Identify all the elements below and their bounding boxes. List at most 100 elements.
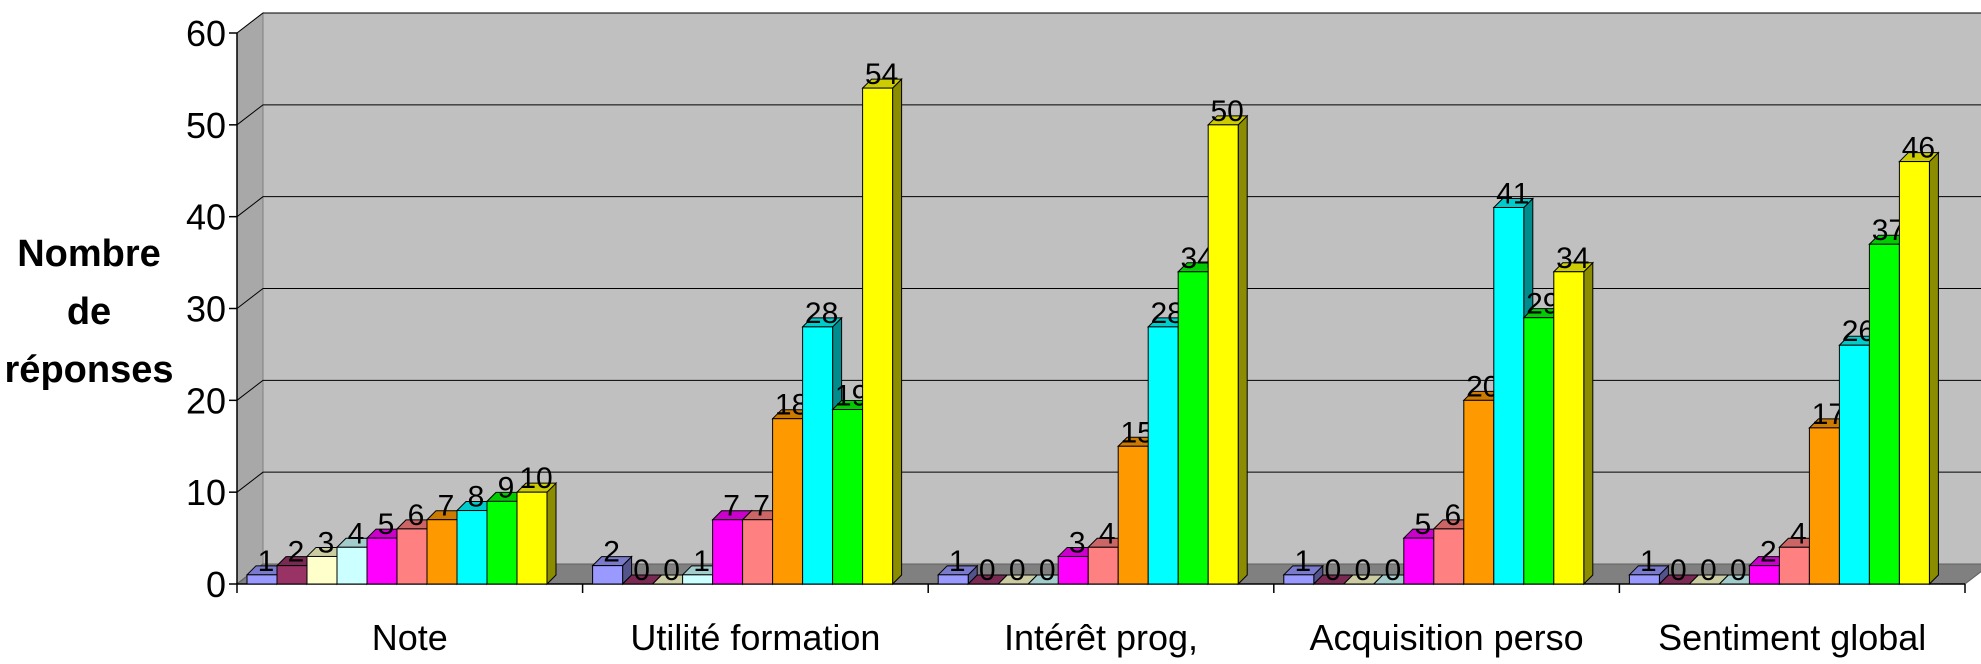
bar xyxy=(1628,574,1660,585)
data-label: 3 xyxy=(1069,526,1086,559)
data-label: 7 xyxy=(438,490,455,523)
data-label: 5 xyxy=(378,508,395,541)
data-label: 9 xyxy=(498,471,515,504)
data-label: 1 xyxy=(693,545,710,578)
bar xyxy=(832,409,864,585)
x-tick-label: Acquisition perso xyxy=(1310,617,1584,658)
gridline xyxy=(236,12,1981,34)
data-label: 0 xyxy=(1670,554,1687,587)
data-label: 4 xyxy=(1790,517,1807,550)
x-tick-label: Sentiment global xyxy=(1658,617,1926,658)
data-label: 3 xyxy=(318,526,335,559)
data-label: 1 xyxy=(1294,545,1311,578)
bar xyxy=(1838,344,1870,585)
bar xyxy=(426,519,458,585)
bar xyxy=(802,326,834,585)
y-tick-label: 10 xyxy=(186,472,226,513)
bar-side xyxy=(1583,261,1594,586)
bar xyxy=(516,491,548,585)
bar xyxy=(1868,243,1900,585)
bar xyxy=(1057,555,1089,585)
bar xyxy=(1493,206,1525,585)
data-label: 0 xyxy=(1009,554,1026,587)
data-label: 7 xyxy=(723,490,740,523)
data-label: 8 xyxy=(468,481,485,514)
bar xyxy=(336,546,368,585)
data-label: 2 xyxy=(603,536,620,569)
data-label: 4 xyxy=(1099,517,1116,550)
bar xyxy=(486,500,518,585)
data-label: 0 xyxy=(633,554,650,587)
bar xyxy=(937,574,969,585)
data-label: 2 xyxy=(1760,536,1777,569)
bar-side xyxy=(892,77,903,586)
data-label: 54 xyxy=(865,58,898,91)
data-label: 6 xyxy=(1444,499,1461,532)
data-label: 1 xyxy=(949,545,966,578)
data-label: 41 xyxy=(1496,177,1529,210)
bar xyxy=(1207,124,1239,585)
y-axis-title-line-1: Nombre xyxy=(17,233,161,275)
bar-side xyxy=(1237,114,1248,586)
x-tick-label: Intérêt prog, xyxy=(1004,617,1198,658)
y-axis-title: Nombre de réponses xyxy=(0,225,178,399)
data-label: 0 xyxy=(979,554,996,587)
bar-side xyxy=(1928,151,1939,586)
data-label: 0 xyxy=(1384,554,1401,587)
gridline xyxy=(236,288,1981,309)
y-tick-label: 0 xyxy=(206,564,226,605)
bar xyxy=(1147,326,1179,585)
y-axis-title-line-2: de xyxy=(66,291,112,333)
bar xyxy=(1087,546,1119,585)
y-tick-label: 40 xyxy=(186,197,226,238)
gridline xyxy=(236,104,1981,126)
data-label: 10 xyxy=(519,462,552,495)
bar xyxy=(1553,271,1585,585)
y-tick-label: 60 xyxy=(186,13,226,54)
data-label: 46 xyxy=(1902,132,1935,165)
data-label: 50 xyxy=(1211,95,1244,128)
data-label: 5 xyxy=(1414,508,1431,541)
bar xyxy=(1403,537,1435,585)
bar xyxy=(366,537,398,585)
data-label: 28 xyxy=(805,297,838,330)
bar xyxy=(1463,399,1495,585)
bar xyxy=(1177,271,1209,585)
y-tick-label: 20 xyxy=(186,380,226,421)
bar xyxy=(1283,574,1315,585)
x-tick-label: Note xyxy=(372,617,448,658)
data-label: 0 xyxy=(1700,554,1717,587)
data-label: 6 xyxy=(408,499,425,532)
bar xyxy=(396,528,428,585)
gridline xyxy=(236,196,1981,218)
y-axis-title-line-3: réponses xyxy=(4,349,174,391)
y-tick-label: 50 xyxy=(186,105,226,146)
data-label: 7 xyxy=(753,490,770,523)
bar xyxy=(306,555,338,585)
bar-side xyxy=(546,481,557,586)
bar xyxy=(712,519,744,585)
data-label: 2 xyxy=(288,536,305,569)
data-label: 0 xyxy=(1354,554,1371,587)
data-label: 0 xyxy=(1324,554,1341,587)
bar xyxy=(592,565,624,585)
data-label: 1 xyxy=(1640,545,1657,578)
data-label: 4 xyxy=(348,517,365,550)
bar xyxy=(1433,528,1465,585)
bar xyxy=(1117,445,1149,585)
data-label: 1 xyxy=(258,545,275,578)
data-label: 0 xyxy=(1039,554,1056,587)
bar xyxy=(456,510,488,585)
bar xyxy=(1523,317,1555,585)
y-tick-label: 30 xyxy=(186,289,226,330)
bar xyxy=(1808,427,1840,585)
bar xyxy=(772,418,804,585)
bar xyxy=(742,519,774,585)
data-label: 0 xyxy=(1730,554,1747,587)
gridline xyxy=(236,379,1981,401)
bar xyxy=(1898,161,1930,585)
gridline xyxy=(236,471,1981,493)
bar xyxy=(1778,546,1810,585)
